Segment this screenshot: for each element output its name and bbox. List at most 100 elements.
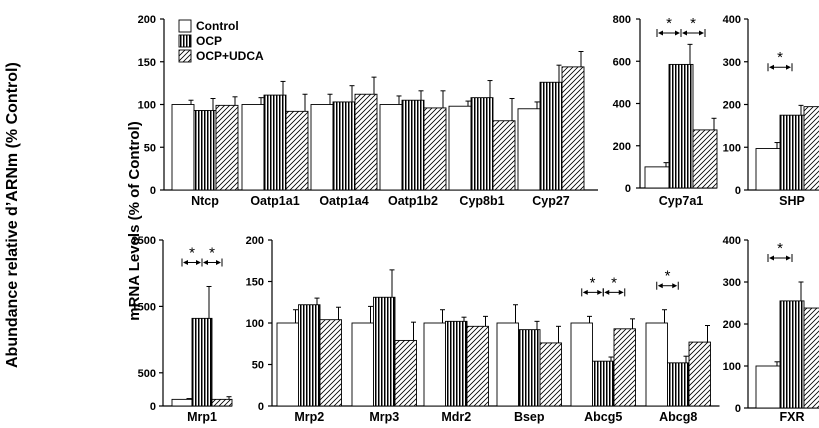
legend-swatch-OCP+UDCA bbox=[178, 49, 192, 63]
y-tick-label: 400 bbox=[613, 99, 631, 111]
y-tick-label: 50 bbox=[252, 360, 264, 372]
significance-star: * bbox=[189, 244, 195, 261]
legend-swatch-Control bbox=[178, 19, 192, 33]
chart-panel-2: 0 200 400 600 800 Cyp7a1 * * bbox=[613, 14, 718, 208]
legend-swatch-OCP bbox=[178, 34, 192, 48]
category-label-Ntcp: Ntcp bbox=[191, 194, 219, 208]
bar-FXR-OCP+UDCA bbox=[803, 307, 819, 409]
y-tick-label: 200 bbox=[246, 235, 264, 247]
bar-SHP-OCP bbox=[779, 114, 805, 191]
y-tick-label: 0 bbox=[625, 183, 631, 195]
bar-Oatp1b2-Control bbox=[379, 104, 403, 191]
significance-star: * bbox=[690, 15, 696, 32]
bar-Cyp27-Control bbox=[517, 108, 541, 191]
significance-marker: * bbox=[201, 244, 223, 267]
significance-marker: * bbox=[602, 274, 626, 297]
chart-panel-1: 0 50 100 150 200 Ntcp Oatp1a1 Oatp1a4 Oatp1b2 Cyp… bbox=[138, 14, 598, 208]
category-label-Mrp3: Mrp3 bbox=[369, 410, 399, 424]
category-label-Mdr2: Mdr2 bbox=[441, 410, 471, 424]
significance-star: * bbox=[666, 15, 672, 32]
bar-Mrp2-OCP+UDCA bbox=[319, 319, 342, 407]
bar-Mrp3-Control bbox=[351, 322, 374, 407]
bar-Oatp1a4-Control bbox=[310, 104, 334, 191]
y-tick-label: 0 bbox=[735, 185, 741, 197]
bar-Bsep-OCP+UDCA bbox=[539, 342, 562, 407]
bar-Abcg5-OCP+UDCA bbox=[613, 328, 636, 407]
chart-panel-4: 0 500 1500 2500 Mrp1 * * bbox=[132, 235, 233, 424]
category-label-Bsep: Bsep bbox=[514, 410, 545, 424]
significance-marker: * bbox=[656, 15, 682, 37]
bar-FXR-Control bbox=[755, 365, 781, 409]
chart-panel-3: 0 100 200 300 400 SHP * bbox=[723, 14, 819, 208]
significance-star: * bbox=[777, 49, 783, 66]
y-tick-label: 400 bbox=[723, 14, 741, 26]
bar-Abcg8-Control bbox=[645, 322, 668, 407]
y-tick-label: 600 bbox=[613, 56, 631, 68]
bar-Mrp3-OCP bbox=[373, 296, 396, 407]
bar-Bsep-OCP bbox=[518, 329, 541, 407]
y-tick-label: 200 bbox=[723, 100, 741, 112]
category-label-Oatp1a1: Oatp1a1 bbox=[250, 194, 299, 208]
significance-marker: * bbox=[656, 268, 679, 290]
significance-star: * bbox=[777, 240, 783, 257]
bar-Mrp1-OCP+UDCA bbox=[211, 398, 233, 407]
category-label-Oatp1b2: Oatp1b2 bbox=[388, 194, 438, 208]
bar-Mrp2-Control bbox=[276, 322, 299, 407]
bar-Ntcp-OCP bbox=[193, 110, 217, 191]
bar-Oatp1a4-OCP+UDCA bbox=[354, 93, 378, 191]
bar-SHP-Control bbox=[755, 148, 781, 191]
y-tick-label: 200 bbox=[613, 141, 631, 153]
y-tick-label: 100 bbox=[723, 361, 741, 373]
significance-marker: * bbox=[680, 15, 706, 37]
y-tick-label: 150 bbox=[246, 277, 264, 289]
y-tick-label: 0 bbox=[150, 185, 156, 197]
y-tick-label: 800 bbox=[613, 14, 631, 26]
y-tick-label: 2500 bbox=[132, 235, 156, 247]
bar-Mdr2-Control bbox=[423, 322, 446, 407]
bar-Cyp27-OCP bbox=[539, 81, 563, 191]
bar-Oatp1a1-OCP bbox=[263, 94, 287, 191]
bar-Cyp8b1-OCP bbox=[470, 97, 494, 191]
bar-Cyp27-OCP+UDCA bbox=[561, 66, 585, 191]
significance-marker: * bbox=[767, 49, 793, 72]
y-tick-label: 200 bbox=[723, 319, 741, 331]
legend-label-OCP+UDCA: OCP+UDCA bbox=[196, 49, 264, 63]
category-label-Oatp1a4: Oatp1a4 bbox=[319, 194, 368, 208]
bar-Oatp1b2-OCP bbox=[401, 99, 425, 191]
chart-panel-5: 0 50 100 150 200 Mrp2 Mrp3 Mdr2 Bsep Abcg5 Abcg8 * *… bbox=[246, 235, 720, 424]
bar-Oatp1b2-OCP+UDCA bbox=[423, 107, 447, 191]
category-label-Mrp2: Mrp2 bbox=[294, 410, 324, 424]
bar-Oatp1a1-OCP+UDCA bbox=[285, 110, 309, 191]
bar-Oatp1a1-Control bbox=[241, 104, 265, 191]
bar-SHP-OCP+UDCA bbox=[803, 106, 819, 191]
bar-Mrp1-OCP bbox=[191, 317, 213, 407]
y-tick-label: 100 bbox=[138, 100, 156, 112]
y-tick-label: 0 bbox=[735, 403, 741, 415]
bar-Abcg8-OCP bbox=[667, 362, 690, 407]
category-label-SHP: SHP bbox=[779, 194, 805, 208]
y-tick-label: 500 bbox=[138, 368, 156, 380]
y-tick-label: 300 bbox=[723, 57, 741, 69]
y-tick-label: 0 bbox=[258, 401, 264, 413]
bar-Cyp7a1-OCP+UDCA bbox=[692, 129, 718, 189]
bar-Abcg5-Control bbox=[570, 322, 593, 407]
significance-star: * bbox=[590, 274, 596, 291]
bar-Ntcp-OCP+UDCA bbox=[215, 104, 239, 191]
category-label-Mrp1: Mrp1 bbox=[187, 410, 217, 424]
bar-Ntcp-Control bbox=[171, 104, 195, 191]
bar-Cyp7a1-Control bbox=[644, 166, 670, 189]
bar-Mrp1-Control bbox=[171, 398, 193, 407]
y-tick-label: 1500 bbox=[132, 301, 156, 313]
significance-marker: * bbox=[767, 240, 793, 262]
legend-label-OCP: OCP bbox=[196, 34, 222, 48]
y-tick-label: 200 bbox=[138, 14, 156, 26]
y-tick-label: 400 bbox=[723, 235, 741, 247]
bar-Mrp3-OCP+UDCA bbox=[394, 339, 417, 407]
y-tick-label: 100 bbox=[723, 142, 741, 154]
legend-label-Control: Control bbox=[196, 19, 239, 33]
bar-Abcg5-OCP bbox=[592, 360, 615, 407]
y-tick-label: 0 bbox=[150, 401, 156, 413]
bar-Bsep-Control bbox=[496, 322, 519, 407]
